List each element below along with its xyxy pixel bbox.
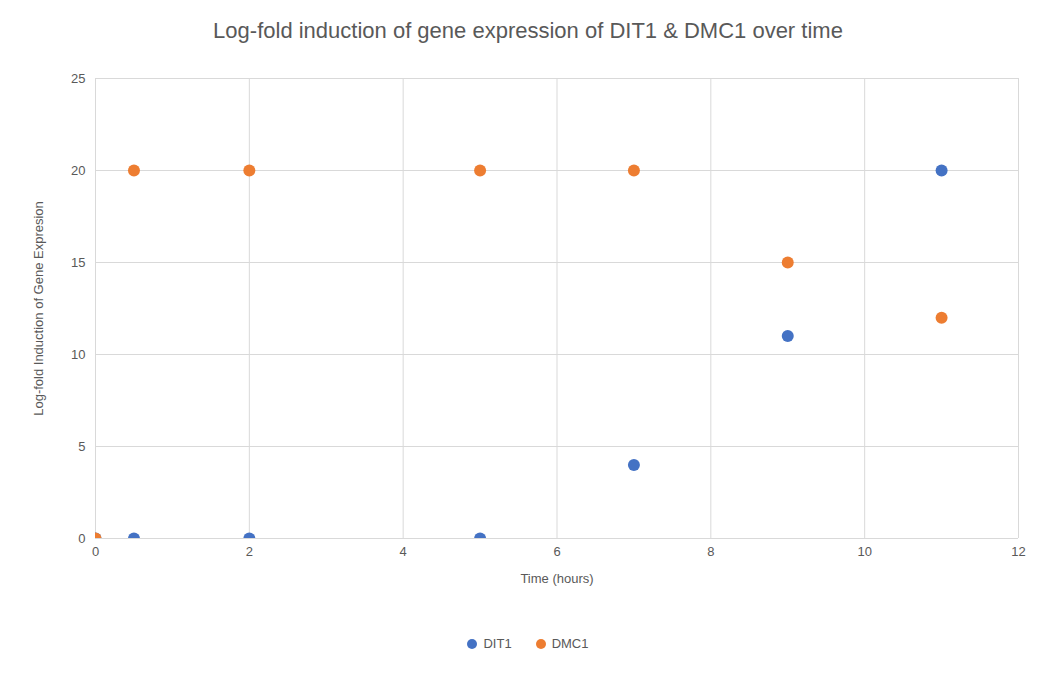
html-text:DMC1: DMC1 (551, 636, 589, 651)
html-text:Log-fold induction of gene exp: Log-fold induction of gene expression of… (213, 18, 843, 43)
svg-text:15: 15 (71, 255, 85, 270)
svg-text:20: 20 (71, 163, 85, 178)
svg-text:8: 8 (707, 544, 714, 559)
svg-text:0: 0 (92, 544, 99, 559)
svg-text:10: 10 (71, 347, 85, 362)
svg-text:12: 12 (1011, 544, 1025, 559)
svg-text:4: 4 (400, 544, 407, 559)
html-text:DIT1: DIT1 (483, 636, 512, 651)
svg-text:2: 2 (246, 544, 253, 559)
svg-text:25: 25 (71, 71, 85, 86)
svg-text:0: 0 (78, 531, 85, 546)
svg-text:Time (hours): Time (hours) (520, 571, 593, 586)
svg-text:5: 5 (78, 439, 85, 454)
svg-text:Log-fold Induction of Gene Exp: Log-fold Induction of Gene Expresion (31, 201, 46, 416)
svg-text:10: 10 (857, 544, 871, 559)
svg-text:6: 6 (553, 544, 560, 559)
